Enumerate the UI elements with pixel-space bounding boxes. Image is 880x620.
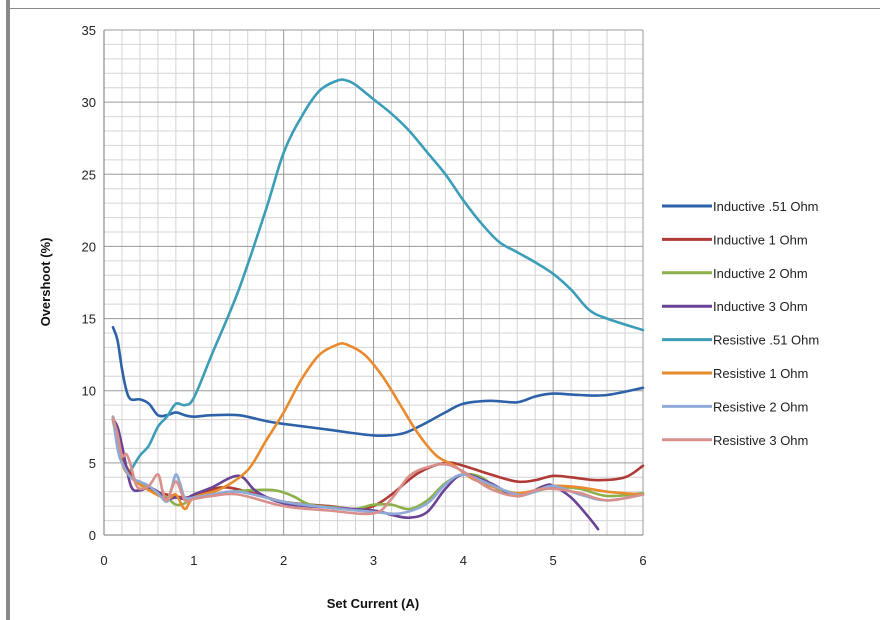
series-line-resistive-3-ohm xyxy=(111,416,645,516)
x-tick-label: 6 xyxy=(639,553,646,568)
legend-label-resistive-2-ohm: Resistive 2 Ohm xyxy=(713,399,808,414)
x-tick-label: 4 xyxy=(460,553,467,568)
y-axis-title: Overshoot (%) xyxy=(38,238,53,327)
x-tick-label: 5 xyxy=(550,553,557,568)
legend: Inductive .51 Ohm Inductive 1 Ohm Inductiv… xyxy=(662,199,819,448)
axes xyxy=(103,30,643,536)
legend-label-resistive-3-ohm: Resistive 3 Ohm xyxy=(713,433,808,448)
x-axis-title: Set Current (A) xyxy=(327,596,419,611)
y-tick-labels: 0 5 10 15 20 25 30 35 xyxy=(82,23,96,543)
y-tick-label: 30 xyxy=(82,95,96,110)
x-tick-label: 2 xyxy=(280,553,287,568)
x-tick-labels: 0 1 2 3 4 5 6 xyxy=(100,553,646,568)
x-tick-label: 3 xyxy=(370,553,377,568)
y-tick-label: 0 xyxy=(89,528,96,543)
y-tick-label: 15 xyxy=(82,312,96,327)
series-lines xyxy=(111,78,645,531)
y-tick-label: 5 xyxy=(89,456,96,471)
legend-label-inductive-51-ohm: Inductive .51 Ohm xyxy=(713,199,819,214)
y-tick-label: 25 xyxy=(82,167,96,182)
y-tick-label: 35 xyxy=(82,23,96,38)
legend-label-inductive-2-ohm: Inductive 2 Ohm xyxy=(713,266,808,281)
series-line-resistive-1-ohm xyxy=(111,342,645,511)
window-frame-top xyxy=(6,8,880,9)
series-line-resistive-51-ohm xyxy=(129,78,645,472)
legend-label-resistive-1-ohm: Resistive 1 Ohm xyxy=(713,366,808,381)
legend-label-inductive-3-ohm: Inductive 3 Ohm xyxy=(713,299,808,314)
x-tick-label: 0 xyxy=(100,553,107,568)
x-tick-label: 1 xyxy=(190,553,197,568)
y-tick-label: 20 xyxy=(82,239,96,254)
y-tick-label: 10 xyxy=(82,384,96,399)
series-line-inductive-51-ohm xyxy=(111,325,645,438)
legend-label-inductive-1-ohm: Inductive 1 Ohm xyxy=(713,232,808,247)
window-frame-left xyxy=(6,0,10,620)
legend-label-resistive-51-ohm: Resistive .51 Ohm xyxy=(713,333,819,348)
